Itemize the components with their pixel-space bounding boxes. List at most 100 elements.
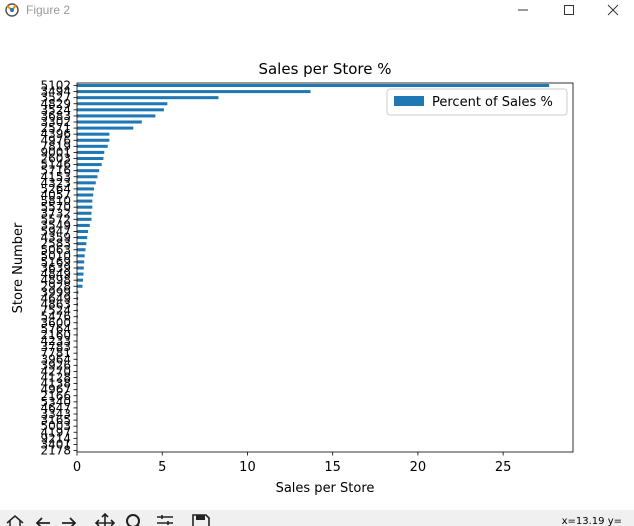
bar-4323	[77, 181, 96, 185]
bar-5570	[77, 205, 93, 209]
legend: Percent of Sales %	[386, 88, 568, 116]
y-tick-label: 5570	[40, 200, 71, 214]
back-arrow-icon[interactable]	[32, 512, 54, 526]
bar-4649	[77, 296, 79, 300]
figure-canvas[interactable]: 5102 3494 3527 4829 3524 3683 3302 2571 4396 4976…	[0, 20, 634, 510]
bar-4976	[77, 138, 110, 142]
y-tick-label: 3527	[40, 91, 71, 105]
y-tick-label: 4396	[40, 127, 71, 141]
bar-7819	[77, 144, 108, 148]
bar-4153	[77, 175, 98, 179]
y-tick-label: 2583	[40, 237, 71, 251]
bar-3639	[77, 266, 84, 270]
y-tick-label: 5003	[40, 419, 71, 433]
close-button[interactable]	[590, 0, 634, 20]
chart-title: Sales per Store %	[258, 60, 391, 78]
y-tick-label: 5102	[40, 79, 71, 93]
y-tick-label: 4128	[40, 371, 71, 385]
y-tick-label: 4863	[40, 298, 71, 312]
y-tick-label: 3732	[40, 206, 71, 220]
save-icon[interactable]	[190, 512, 212, 526]
x-tick-label: 15	[324, 460, 341, 475]
y-tick-label: 4647	[40, 401, 71, 415]
bar-3527	[77, 96, 219, 100]
maximize-button[interactable]	[546, 0, 592, 20]
y-tick-label: 7781	[40, 346, 71, 360]
bar-2603	[77, 156, 104, 161]
y-tick-label: 5063	[40, 243, 71, 257]
y-tick-label: 4829	[40, 97, 71, 111]
bar-3524	[77, 108, 164, 112]
bar-3549	[77, 223, 90, 227]
y-tick-label: 4138	[40, 377, 71, 391]
y-tick-label: 4359	[40, 231, 71, 245]
y-tick-label: 5169	[40, 255, 71, 269]
y-tick-label: 4270	[40, 364, 71, 378]
y-ticks-layer: 5102349435274829352436833302257143964976…	[40, 79, 77, 458]
zoom-icon[interactable]	[124, 512, 146, 526]
bar-5810	[77, 199, 93, 203]
y-tick-label: 3964	[40, 352, 71, 366]
y-tick-label: 4967	[40, 383, 71, 397]
y-tick-label: 4898	[40, 273, 71, 287]
y-tick-label: 2160	[40, 328, 71, 342]
x-tick-label: 25	[495, 460, 512, 475]
y-tick-label: 3783	[40, 340, 71, 354]
y-tick-label: 3639	[40, 261, 71, 275]
y-tick-label: 3494	[40, 85, 71, 99]
y-tick-label: 4649	[40, 291, 71, 305]
bar-3732	[77, 211, 92, 215]
y-tick-label: 9214	[40, 431, 71, 445]
y-tick-label: 3549	[40, 218, 71, 232]
y-tick-label: 3999	[40, 285, 71, 299]
y-axis-label: Store Number	[11, 222, 26, 313]
y-tick-label: 5264	[40, 182, 71, 196]
close-icon	[607, 4, 619, 16]
coordinate-readout: x=13.19 y=	[561, 516, 622, 526]
forward-arrow-icon[interactable]	[58, 512, 80, 526]
maximize-icon	[564, 5, 574, 15]
x-tick-label: 5	[158, 460, 166, 475]
legend-label: Percent of Sales %	[432, 95, 553, 110]
minimize-button[interactable]	[500, 0, 546, 20]
bar-3302	[77, 120, 142, 124]
y-tick-label: 5010	[40, 249, 71, 263]
bar-9001	[77, 150, 105, 154]
pan-icon[interactable]	[94, 512, 116, 526]
bar-5146	[77, 163, 102, 167]
subplots-icon[interactable]	[154, 512, 176, 526]
y-tick-label: 4849	[40, 267, 71, 281]
bar-2928	[77, 284, 83, 288]
bar-4359	[77, 236, 88, 240]
y-tick-label: 2166	[40, 389, 71, 403]
bar-4057	[77, 193, 94, 197]
legend-swatch	[394, 96, 424, 106]
y-tick-label: 4153	[40, 170, 71, 184]
y-tick-label: 3683	[40, 109, 71, 123]
y-tick-label: 7819	[40, 139, 71, 153]
x-ticks-layer: 0 5 10 15 20 25	[73, 452, 512, 475]
bar-5947	[77, 229, 89, 234]
minimize-icon	[518, 9, 528, 11]
bar-7524	[77, 309, 78, 313]
window-title: Figure 2	[26, 3, 71, 17]
y-tick-label: 5947	[40, 225, 71, 239]
home-icon[interactable]	[4, 512, 26, 526]
bar-5169	[77, 260, 85, 264]
y-tick-label: 9001	[40, 145, 71, 159]
bar-4849	[77, 272, 84, 276]
y-tick-label: 3600	[40, 316, 71, 330]
x-tick-label: 0	[73, 460, 81, 475]
y-tick-label: 7524	[40, 304, 71, 318]
y-tick-label: 3302	[40, 115, 71, 129]
app-icon	[5, 3, 19, 17]
y-tick-label: 5764	[40, 322, 71, 336]
y-tick-label: 3343	[40, 407, 71, 421]
bar-5264	[77, 187, 95, 191]
y-tick-label: 4197	[40, 425, 71, 439]
y-tick-label: 4976	[40, 133, 71, 147]
y-tick-label: 4057	[40, 188, 71, 202]
bar-4396	[77, 132, 110, 136]
y-tick-label: 4233	[40, 334, 71, 348]
y-tick-label: 5340	[40, 395, 71, 409]
